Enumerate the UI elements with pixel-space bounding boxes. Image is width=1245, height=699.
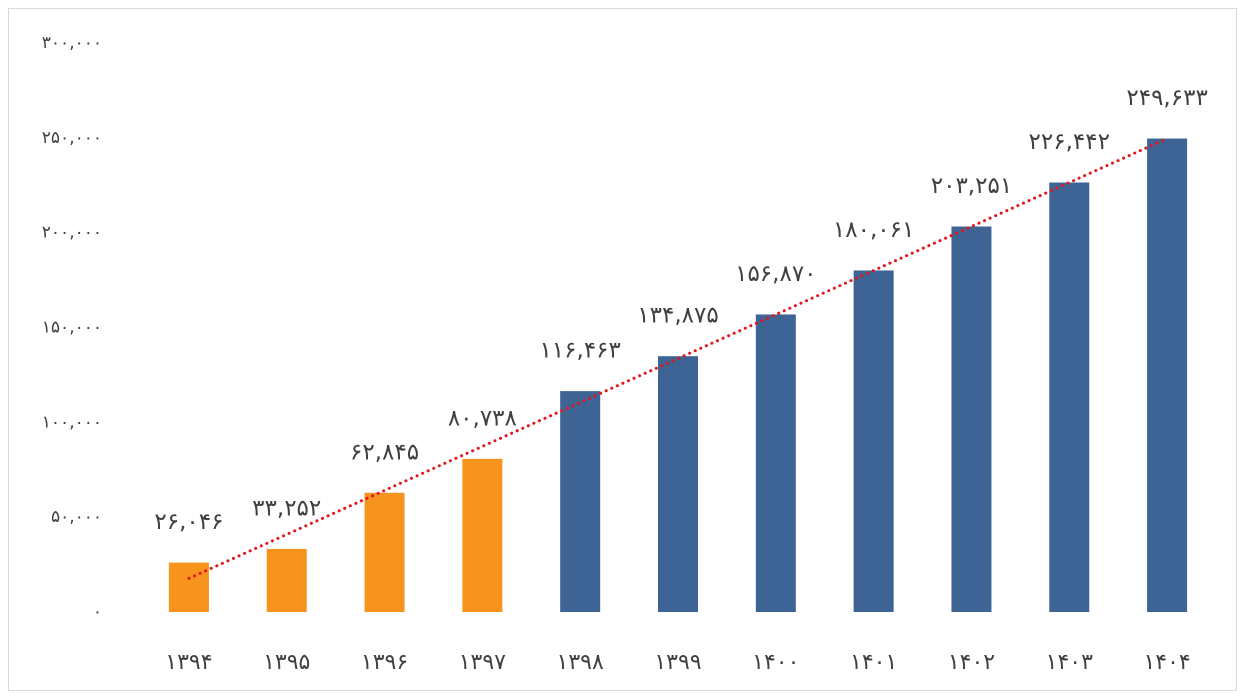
bar xyxy=(364,492,405,612)
y-tick-label: ۲۰۰,۰۰۰ xyxy=(42,223,102,243)
trend-line xyxy=(187,137,1169,580)
x-tick-label: ۱۳۹۸ xyxy=(557,650,604,675)
chart-border xyxy=(8,8,1237,691)
value-label: ۲۴۹,۶۳۳ xyxy=(1126,85,1207,111)
value-label: ۲۰۳,۲۵۱ xyxy=(931,173,1012,199)
y-tick-label: ۱۰۰,۰۰۰ xyxy=(42,412,102,432)
value-label: ۸۰,۷۳۸ xyxy=(448,405,517,431)
x-tick-label: ۱۴۰۴ xyxy=(1143,650,1190,675)
value-label: ۱۵۶,۸۷۰ xyxy=(735,261,816,287)
bar xyxy=(1049,182,1090,612)
bar xyxy=(168,562,209,612)
y-tick-label: ۰ xyxy=(93,602,102,622)
bar xyxy=(853,270,894,612)
value-label: ۱۱۶,۴۶۳ xyxy=(539,338,620,364)
y-tick-label: ۱۵۰,۰۰۰ xyxy=(42,318,102,338)
bar xyxy=(266,548,307,612)
value-label: ۱۳۴,۸۷۵ xyxy=(637,303,718,329)
bar xyxy=(755,314,796,612)
x-tick-label: ۱۴۰۳ xyxy=(1046,650,1093,675)
value-label: ۶۲,۸۴۵ xyxy=(350,439,419,465)
x-tick-label: ۱۳۹۶ xyxy=(361,650,408,675)
x-tick-label: ۱۳۹۷ xyxy=(459,650,506,675)
value-label: ۳۳,۲۵۲ xyxy=(252,495,321,521)
y-tick-label: ۳۰۰,۰۰۰ xyxy=(42,33,102,53)
x-tick-label: ۱۴۰۲ xyxy=(948,650,995,675)
bar xyxy=(462,458,503,612)
y-tick-label: ۲۵۰,۰۰۰ xyxy=(42,128,102,148)
x-tick-label: ۱۳۹۴ xyxy=(165,650,212,675)
x-tick-label: ۱۳۹۹ xyxy=(654,650,701,675)
x-tick-label: ۱۴۰۰ xyxy=(752,650,799,675)
x-tick-label: ۱۳۹۵ xyxy=(263,650,310,675)
value-label: ۱۸۰,۰۶۱ xyxy=(833,217,914,243)
x-tick-label: ۱۴۰۱ xyxy=(850,650,897,675)
bar xyxy=(658,356,698,612)
bar xyxy=(1147,138,1188,612)
bar xyxy=(560,391,601,612)
value-label: ۲۲۶,۴۴۲ xyxy=(1029,129,1110,155)
value-label: ۲۶,۰۴۶ xyxy=(154,509,223,535)
y-tick-label: ۵۰,۰۰۰ xyxy=(51,507,102,527)
bar xyxy=(951,226,992,612)
